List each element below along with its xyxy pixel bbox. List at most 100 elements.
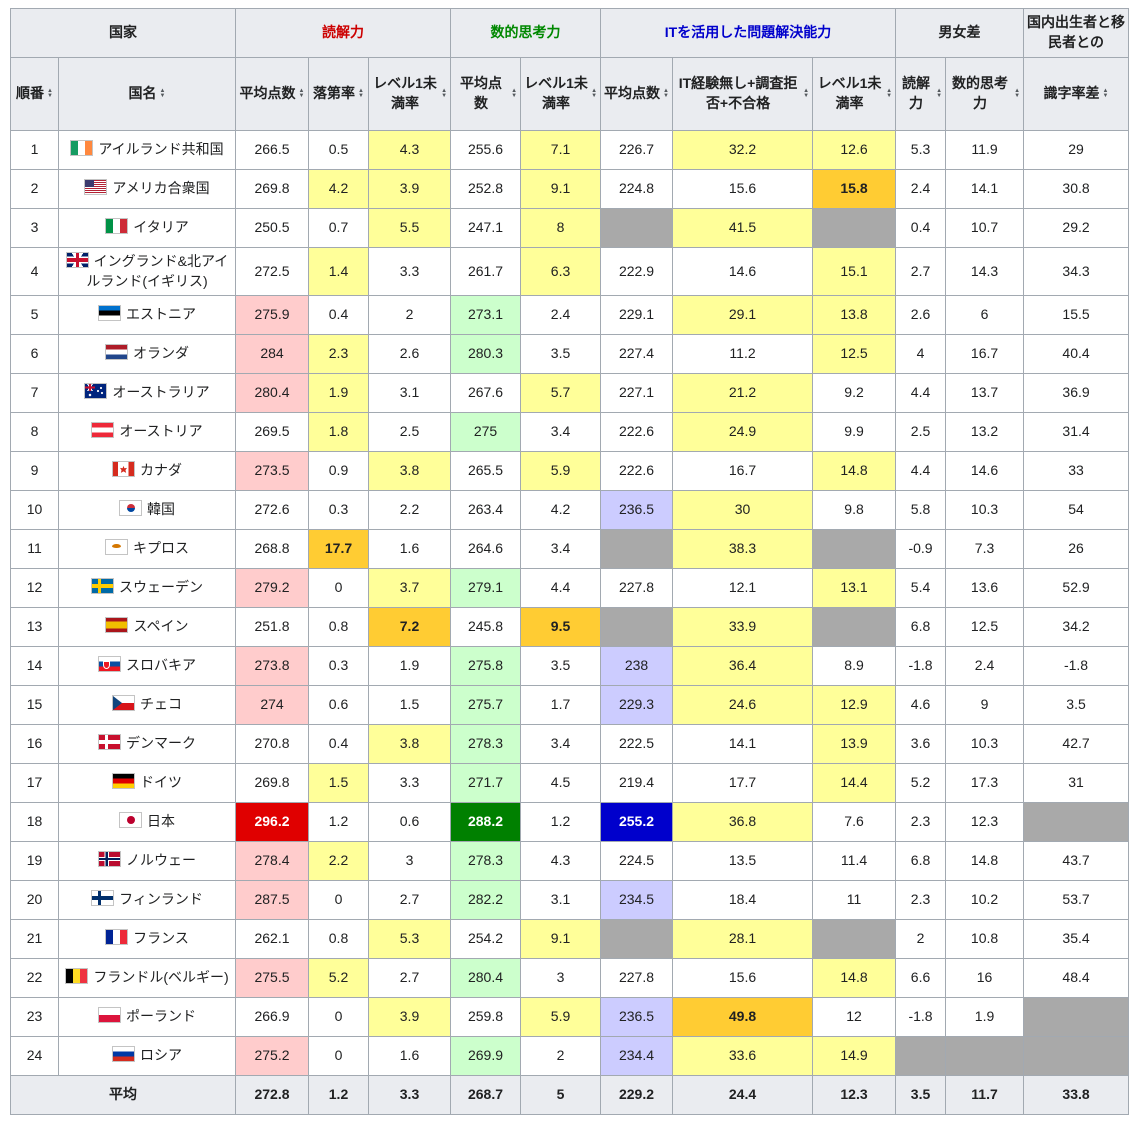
rank-cell: 17 [10, 763, 59, 804]
sort-icon[interactable]: ▲ ▼ [1102, 88, 1109, 99]
country-name: デンマーク [126, 735, 196, 752]
table-row: 24 ロシア 275.2 0 1.6 269.9 2 234.4 33.6 14.9 [10, 1036, 1130, 1077]
data-cell: 278.4 [235, 841, 309, 882]
country-cell: 韓国 [58, 490, 236, 531]
data-cell: 14.4 [812, 763, 897, 804]
data-cell: 2.2 [308, 841, 369, 882]
table-row: 22 フランドル(ベルギー) 275.5 5.2 2.7 280.4 3 227.8 15.6 1… [10, 958, 1130, 999]
data-cell: 0.8 [308, 919, 369, 960]
data-cell: 11.9 [945, 130, 1025, 170]
data-cell: 1.5 [367, 685, 452, 726]
data-cell: 227.1 [600, 373, 674, 414]
data-cell: 3.4 [520, 529, 602, 570]
column-header[interactable]: 順番 ▲ ▼ [10, 57, 59, 131]
rank-cell: 14 [10, 646, 59, 687]
data-cell: 2 [367, 295, 452, 336]
data-cell: 4.3 [367, 130, 452, 170]
table-row: 17 ドイツ 269.8 1.5 3.3 271.7 4.5 219.4 17.7 14.4 5.2… [10, 763, 1130, 804]
column-header[interactable]: レベル1未満率 ▲ ▼ [520, 57, 602, 131]
column-header-content: 識字率差 ▲ ▼ [1044, 84, 1109, 104]
data-cell: 3.3 [367, 763, 452, 804]
data-cell: 7.2 [367, 607, 452, 648]
data-cell: 14.9 [812, 1036, 897, 1077]
flag-icon-fi [91, 890, 115, 907]
data-cell: 5.4 [895, 568, 947, 609]
average-cell: 268.7 [450, 1075, 522, 1116]
country-cell: ノルウェー [58, 841, 236, 882]
data-cell: 29 [1023, 130, 1130, 170]
data-cell: 4.5 [520, 763, 602, 804]
rank-cell: 5 [10, 295, 59, 336]
column-header[interactable]: IT経験無し+調査拒否+不合格 ▲ ▼ [672, 57, 814, 131]
data-cell [812, 919, 897, 960]
column-header[interactable]: 平均点数 ▲ ▼ [235, 57, 309, 131]
data-cell: 5.3 [895, 130, 947, 170]
data-cell: 270.8 [235, 724, 309, 765]
column-header[interactable]: 読解力 ▲ ▼ [895, 57, 947, 131]
data-cell: 9 [945, 685, 1025, 726]
data-cell [812, 529, 897, 570]
data-cell: 12.9 [812, 685, 897, 726]
column-header-label: レベル1未満率 [817, 75, 882, 111]
column-header[interactable]: 落第率 ▲ ▼ [308, 57, 369, 131]
country-name: スペイン [133, 618, 189, 635]
column-header[interactable]: 識字率差 ▲ ▼ [1023, 57, 1130, 131]
data-cell: 3.8 [367, 724, 452, 765]
column-header-label: 平均点数 [239, 85, 296, 102]
sort-icon[interactable]: ▲ ▼ [591, 88, 598, 99]
sort-icon[interactable]: ▲ ▼ [936, 88, 943, 99]
column-header[interactable]: 数的思考力 ▲ ▼ [945, 57, 1025, 131]
sort-icon[interactable]: ▲ ▼ [803, 88, 810, 99]
data-cell: 24.9 [672, 412, 814, 453]
data-cell: 14.6 [672, 246, 814, 297]
country-name: フランドル(ベルギー) [93, 969, 229, 986]
data-cell: 6.8 [895, 607, 947, 648]
data-cell: 36.4 [672, 646, 814, 687]
data-cell: 275.5 [235, 958, 309, 999]
flag-icon-cy [105, 539, 128, 556]
data-cell: 12.5 [945, 607, 1025, 648]
column-header[interactable]: レベル1未満率 ▲ ▼ [812, 57, 897, 131]
data-cell: 3.4 [520, 412, 602, 453]
data-cell: 14.6 [945, 451, 1025, 492]
average-cell: 12.3 [812, 1075, 897, 1116]
data-cell: 2.7 [367, 958, 452, 999]
data-cell: 1.2 [308, 802, 369, 843]
column-header-content: 落第率 ▲ ▼ [313, 84, 364, 104]
sort-icon[interactable]: ▲ ▼ [159, 88, 166, 99]
data-cell: 40.4 [1023, 334, 1130, 375]
data-cell: 3.5 [520, 646, 602, 687]
average-row: 平均 272.8 1.2 3.3 268.7 5 229.2 24.4 12.3 3.5 11.7 3… [10, 1075, 1130, 1116]
country-cell: 日本 [58, 802, 236, 843]
country-cell: スペイン [58, 607, 236, 648]
country-name: オランダ [133, 345, 189, 362]
sort-icon[interactable]: ▲ ▼ [358, 88, 364, 99]
column-header[interactable]: レベル1未満率 ▲ ▼ [367, 57, 452, 131]
sort-icon[interactable]: ▲ ▼ [47, 88, 53, 99]
data-cell: 0.7 [308, 208, 369, 248]
column-header[interactable]: 国名 ▲ ▼ [58, 57, 236, 131]
data-cell: 14.8 [812, 451, 897, 492]
data-cell: 30.8 [1023, 169, 1130, 209]
data-cell: 278.3 [450, 841, 522, 882]
group-header-row: 国家 読解力 数的思考力 ITを活用した問題解決能力 男女差 国内出生者と移民者との [10, 8, 1130, 58]
country-name: アイルランド共和国 [98, 141, 224, 158]
sort-icon[interactable]: ▲ ▼ [511, 88, 518, 99]
column-header[interactable]: 平均点数 ▲ ▼ [600, 57, 674, 131]
country-name: スロバキア [126, 657, 196, 674]
sort-icon[interactable]: ▲ ▼ [1014, 88, 1021, 99]
sort-icon[interactable]: ▲ ▼ [663, 88, 669, 99]
country-cell: キプロス [58, 529, 236, 570]
rank-cell: 3 [10, 208, 59, 248]
sort-icon[interactable]: ▲ ▼ [886, 88, 893, 99]
data-cell: 275.2 [235, 1036, 309, 1077]
flag-icon-fr [105, 929, 129, 946]
country-name: ポーランド [126, 1008, 196, 1025]
sort-icon[interactable]: ▲ ▼ [298, 88, 305, 99]
data-cell: 287.5 [235, 880, 309, 921]
column-header[interactable]: 平均点数 ▲ ▼ [450, 57, 522, 131]
sort-icon[interactable]: ▲ ▼ [441, 88, 448, 99]
data-cell: 0.3 [308, 490, 369, 531]
rank-cell: 22 [10, 958, 59, 999]
data-cell: 36.9 [1023, 373, 1130, 414]
